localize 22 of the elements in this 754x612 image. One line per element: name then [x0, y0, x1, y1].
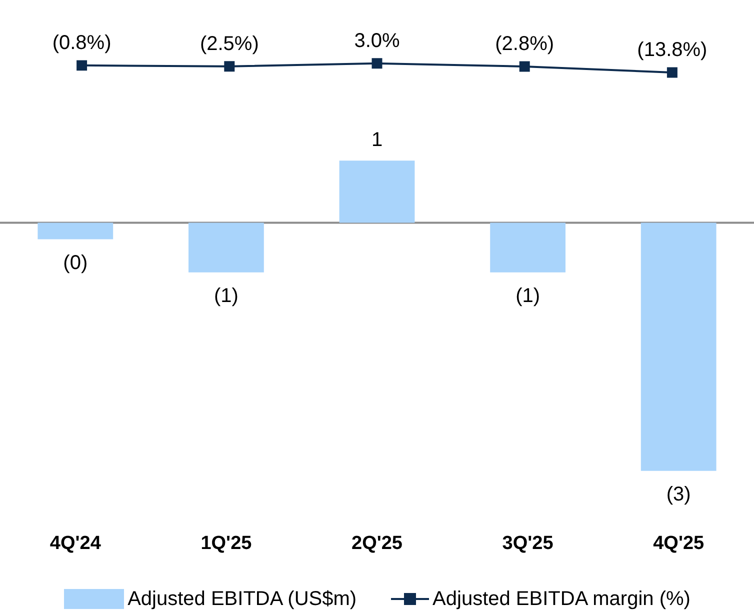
data-label: (13.8%)	[637, 38, 708, 61]
data-label: (3)	[666, 483, 691, 506]
data-label: (0.8%)	[52, 32, 112, 54]
data-label: (1)	[214, 284, 238, 307]
data-label: 1	[371, 129, 383, 152]
data-label: (1)	[516, 284, 540, 307]
x-tick-label: 2Q'25	[352, 532, 403, 554]
data-label: (2.8%)	[495, 33, 554, 56]
point	[224, 61, 235, 72]
legend-label: Adjusted EBITDA (US$m)	[128, 588, 357, 610]
data-label: 3.0%	[354, 30, 400, 52]
x-tick-label: 1Q'25	[200, 532, 252, 554]
point	[519, 61, 530, 72]
point	[666, 67, 678, 78]
legend-label: Adjusted EBITDA margin (%)	[432, 588, 690, 610]
x-tick-label: 4Q'24	[50, 532, 102, 554]
x-tick-label: 4Q'25	[653, 532, 705, 554]
data-label: (0)	[63, 252, 88, 274]
x-tick-label: 3Q'25	[502, 532, 554, 554]
point	[372, 58, 382, 69]
data-label: (2.5%)	[200, 32, 259, 55]
point	[76, 60, 88, 71]
